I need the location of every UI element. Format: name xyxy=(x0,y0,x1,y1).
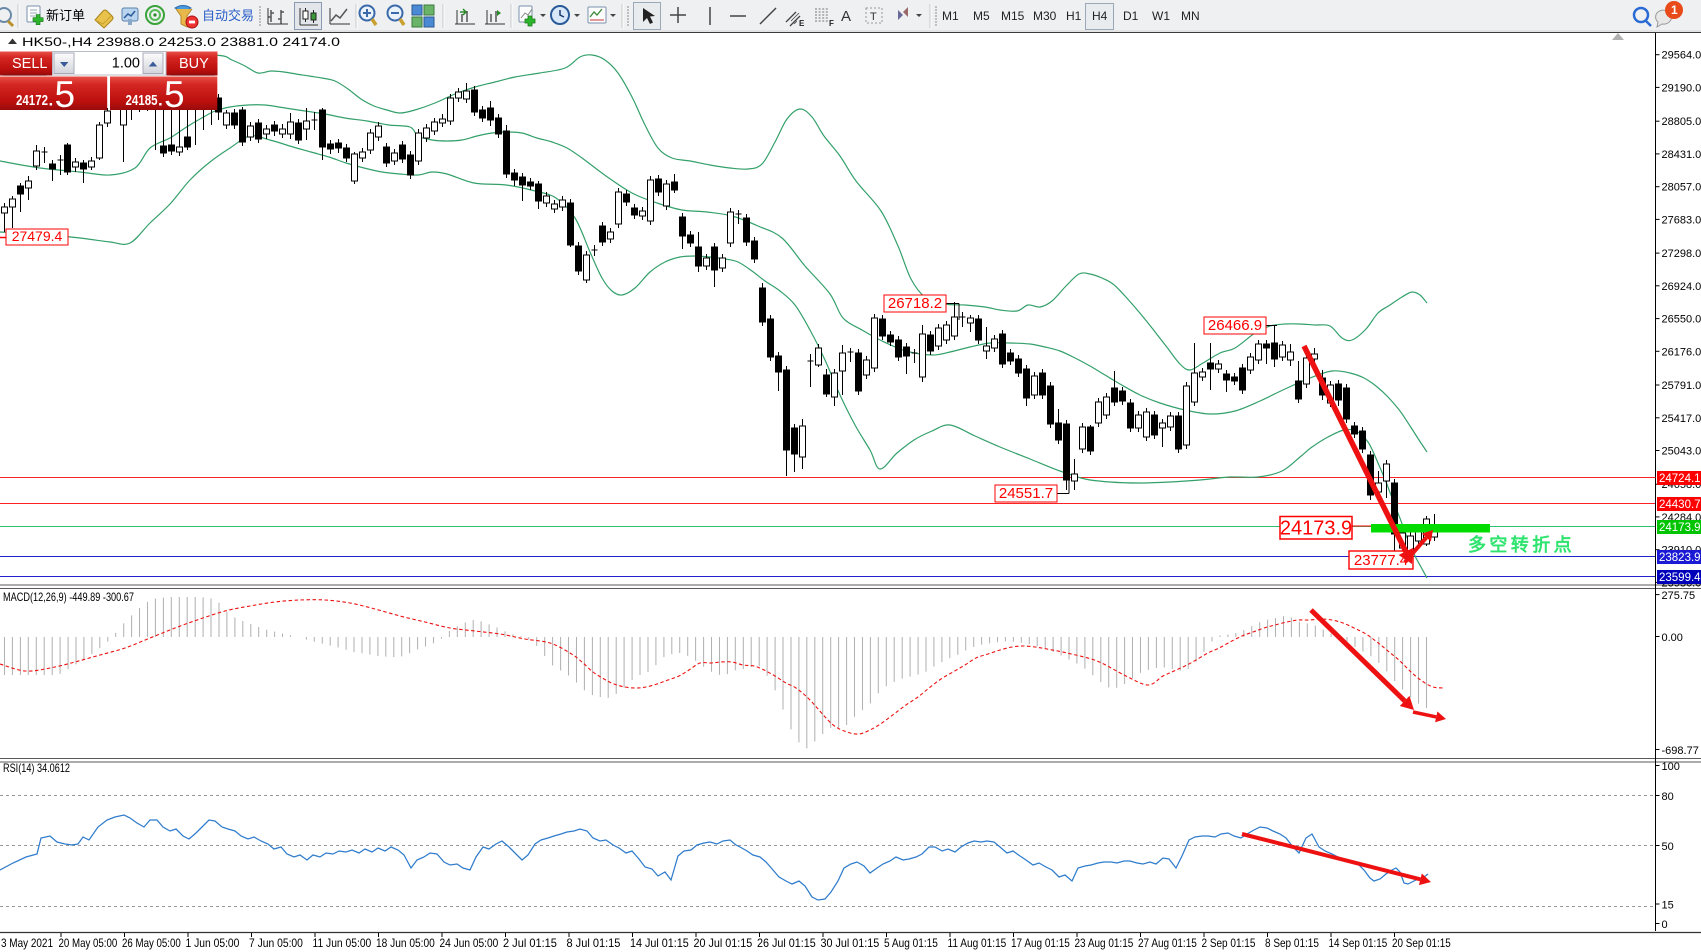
svg-text:M15: M15 xyxy=(1001,9,1025,23)
svg-text:多空转折点: 多空转折点 xyxy=(1468,534,1575,555)
svg-text:A: A xyxy=(841,8,851,25)
svg-text:H4: H4 xyxy=(1092,9,1108,23)
svg-text:23599.4: 23599.4 xyxy=(1659,572,1701,584)
svg-text:MACD(12,26,9) -449.89 -300.67: MACD(12,26,9) -449.89 -300.67 xyxy=(3,590,134,604)
svg-text:5 Aug 01:15: 5 Aug 01:15 xyxy=(884,936,938,950)
svg-text:T: T xyxy=(870,11,877,23)
svg-text:23 Aug 01:15: 23 Aug 01:15 xyxy=(1075,936,1134,950)
svg-text:27298.0: 27298.0 xyxy=(1662,248,1701,260)
svg-text:2 Jul 01:15: 2 Jul 01:15 xyxy=(503,936,557,950)
svg-text:SELL: SELL xyxy=(12,56,47,72)
svg-text:28057.0: 28057.0 xyxy=(1662,182,1701,194)
svg-text:24173.9: 24173.9 xyxy=(1659,522,1701,534)
svg-text:18 Jun 05:00: 18 Jun 05:00 xyxy=(376,936,435,950)
svg-text:0: 0 xyxy=(1662,919,1668,931)
svg-text:28431.0: 28431.0 xyxy=(1662,149,1701,161)
svg-text:29564.0: 29564.0 xyxy=(1662,50,1701,62)
svg-text:25043.0: 25043.0 xyxy=(1662,446,1701,458)
svg-text:24185: 24185 xyxy=(126,92,158,109)
svg-text:2 Sep 01:15: 2 Sep 01:15 xyxy=(1202,936,1256,950)
svg-text:29190.0: 29190.0 xyxy=(1662,82,1701,94)
svg-text:17 Aug 01:15: 17 Aug 01:15 xyxy=(1011,936,1070,950)
svg-text:.: . xyxy=(158,91,163,110)
svg-text:26 May 05:00: 26 May 05:00 xyxy=(122,936,181,950)
svg-text:20 Jul 01:15: 20 Jul 01:15 xyxy=(694,936,753,950)
svg-text:5: 5 xyxy=(55,74,76,115)
svg-text:7 Jun 05:00: 7 Jun 05:00 xyxy=(249,936,303,950)
svg-text:MN: MN xyxy=(1181,9,1200,23)
svg-text:E: E xyxy=(799,19,805,28)
svg-text:D1: D1 xyxy=(1123,9,1139,23)
svg-text:RSI(14) 34.0612: RSI(14) 34.0612 xyxy=(3,761,70,775)
svg-text:M30: M30 xyxy=(1033,9,1057,23)
svg-text:BUY: BUY xyxy=(179,56,209,72)
svg-text:14 Sep 01:15: 14 Sep 01:15 xyxy=(1329,936,1388,950)
svg-text:80: 80 xyxy=(1662,791,1674,803)
svg-text:H1: H1 xyxy=(1066,9,1082,23)
svg-text:3 May 2021: 3 May 2021 xyxy=(1,936,53,950)
svg-text:8 Jul 01:15: 8 Jul 01:15 xyxy=(567,936,621,950)
svg-text:W1: W1 xyxy=(1152,9,1170,23)
svg-text:11 Jun 05:00: 11 Jun 05:00 xyxy=(313,936,372,950)
svg-text:1 Jun 05:00: 1 Jun 05:00 xyxy=(186,936,240,950)
svg-text:24724.1: 24724.1 xyxy=(1659,473,1701,485)
svg-text:20 May 05:00: 20 May 05:00 xyxy=(59,936,118,950)
svg-text:23777.4: 23777.4 xyxy=(1354,552,1408,569)
svg-text:26 Jul 01:15: 26 Jul 01:15 xyxy=(757,936,816,950)
svg-text:14 Jul 01:15: 14 Jul 01:15 xyxy=(630,936,689,950)
svg-text:23823.9: 23823.9 xyxy=(1659,552,1701,564)
svg-text:275.75: 275.75 xyxy=(1662,590,1696,602)
svg-text:28805.0: 28805.0 xyxy=(1662,116,1701,128)
svg-text:27683.0: 27683.0 xyxy=(1662,214,1701,226)
svg-text:26550.0: 26550.0 xyxy=(1662,314,1701,326)
svg-text:HK50-,H4 23988.0 24253.0 2388: HK50-,H4 23988.0 24253.0 23881.0 24174.0 xyxy=(22,35,340,49)
svg-text:24173.9: 24173.9 xyxy=(1280,518,1352,540)
svg-text:24 Jun 05:00: 24 Jun 05:00 xyxy=(440,936,499,950)
svg-text:50: 50 xyxy=(1662,841,1674,853)
svg-text:M1: M1 xyxy=(942,9,959,23)
svg-text:11 Aug 01:15: 11 Aug 01:15 xyxy=(948,936,1007,950)
svg-text:-698.77: -698.77 xyxy=(1662,745,1699,757)
svg-text:27 Aug 01:15: 27 Aug 01:15 xyxy=(1138,936,1197,950)
svg-text:M5: M5 xyxy=(973,9,990,23)
svg-text:24430.7: 24430.7 xyxy=(1659,499,1701,511)
svg-text:27479.4: 27479.4 xyxy=(12,228,63,244)
svg-text:自动交易: 自动交易 xyxy=(202,8,254,23)
svg-text:25417.0: 25417.0 xyxy=(1662,413,1701,425)
svg-text:26924.0: 26924.0 xyxy=(1662,281,1701,293)
svg-text:F: F xyxy=(829,19,834,28)
svg-text:24551.7: 24551.7 xyxy=(999,485,1053,502)
svg-text:25791.0: 25791.0 xyxy=(1662,380,1701,392)
svg-text:30 Jul 01:15: 30 Jul 01:15 xyxy=(821,936,880,950)
svg-text:26176.0: 26176.0 xyxy=(1662,346,1701,358)
svg-text:26466.9: 26466.9 xyxy=(1208,317,1262,334)
svg-text:24172: 24172 xyxy=(16,92,48,109)
svg-text:15: 15 xyxy=(1662,900,1674,912)
svg-text:1: 1 xyxy=(1671,3,1678,17)
svg-text:新订单: 新订单 xyxy=(46,8,85,23)
svg-text:0.00: 0.00 xyxy=(1662,632,1683,644)
svg-text:5: 5 xyxy=(164,74,185,115)
svg-text:1.00: 1.00 xyxy=(112,56,140,72)
svg-text:8 Sep 01:15: 8 Sep 01:15 xyxy=(1265,936,1319,950)
svg-text:26718.2: 26718.2 xyxy=(888,295,942,312)
svg-text:.: . xyxy=(49,91,54,110)
svg-text:20 Sep 01:15: 20 Sep 01:15 xyxy=(1392,936,1451,950)
svg-text:100: 100 xyxy=(1662,761,1680,773)
